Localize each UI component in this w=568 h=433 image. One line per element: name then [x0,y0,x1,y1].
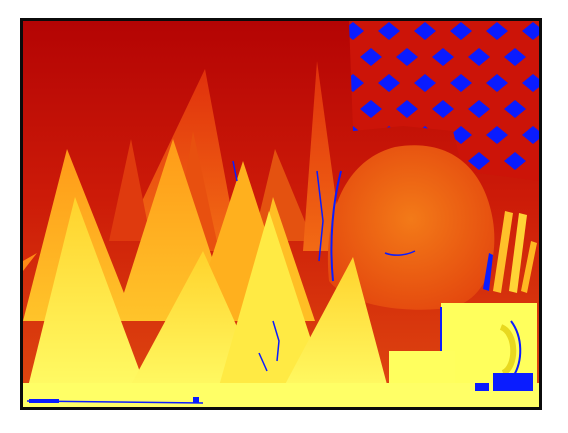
mask [327,145,495,310]
lattice-hole [432,48,454,66]
lattice-hole [450,126,472,144]
pencils [483,211,537,293]
lattice-hole [360,48,382,66]
lattice-hole [360,100,382,118]
lattice-hole [522,22,539,40]
lattice-hole [349,74,364,92]
lattice-hole [504,100,526,118]
lattice-hole [396,100,418,118]
lattice-hole [414,22,436,40]
lattice-hole [450,74,472,92]
lattice-hole [522,74,539,92]
lattice-hole [468,48,490,66]
far-cones [109,61,343,251]
near-cones [23,197,393,407]
lattice-hole [414,74,436,92]
lattice-hole [504,48,526,66]
lattice-hole [378,74,400,92]
lattice-hole [349,22,364,40]
lattice-hole [432,100,454,118]
lattice-hole [522,126,539,144]
lattice-hole [450,22,472,40]
lattice-hole [504,152,526,170]
lattice-hole [378,22,400,40]
lattice-hole [486,126,508,144]
lattice-hole [396,48,418,66]
foreground-floor [23,383,539,407]
lattice-hole [486,74,508,92]
lattice-hole [486,22,508,40]
lattice [349,21,539,181]
disparity-image [20,18,542,410]
lattice-hole [468,100,490,118]
occlusion-speckle [29,373,533,403]
lattice-hole [468,152,490,170]
